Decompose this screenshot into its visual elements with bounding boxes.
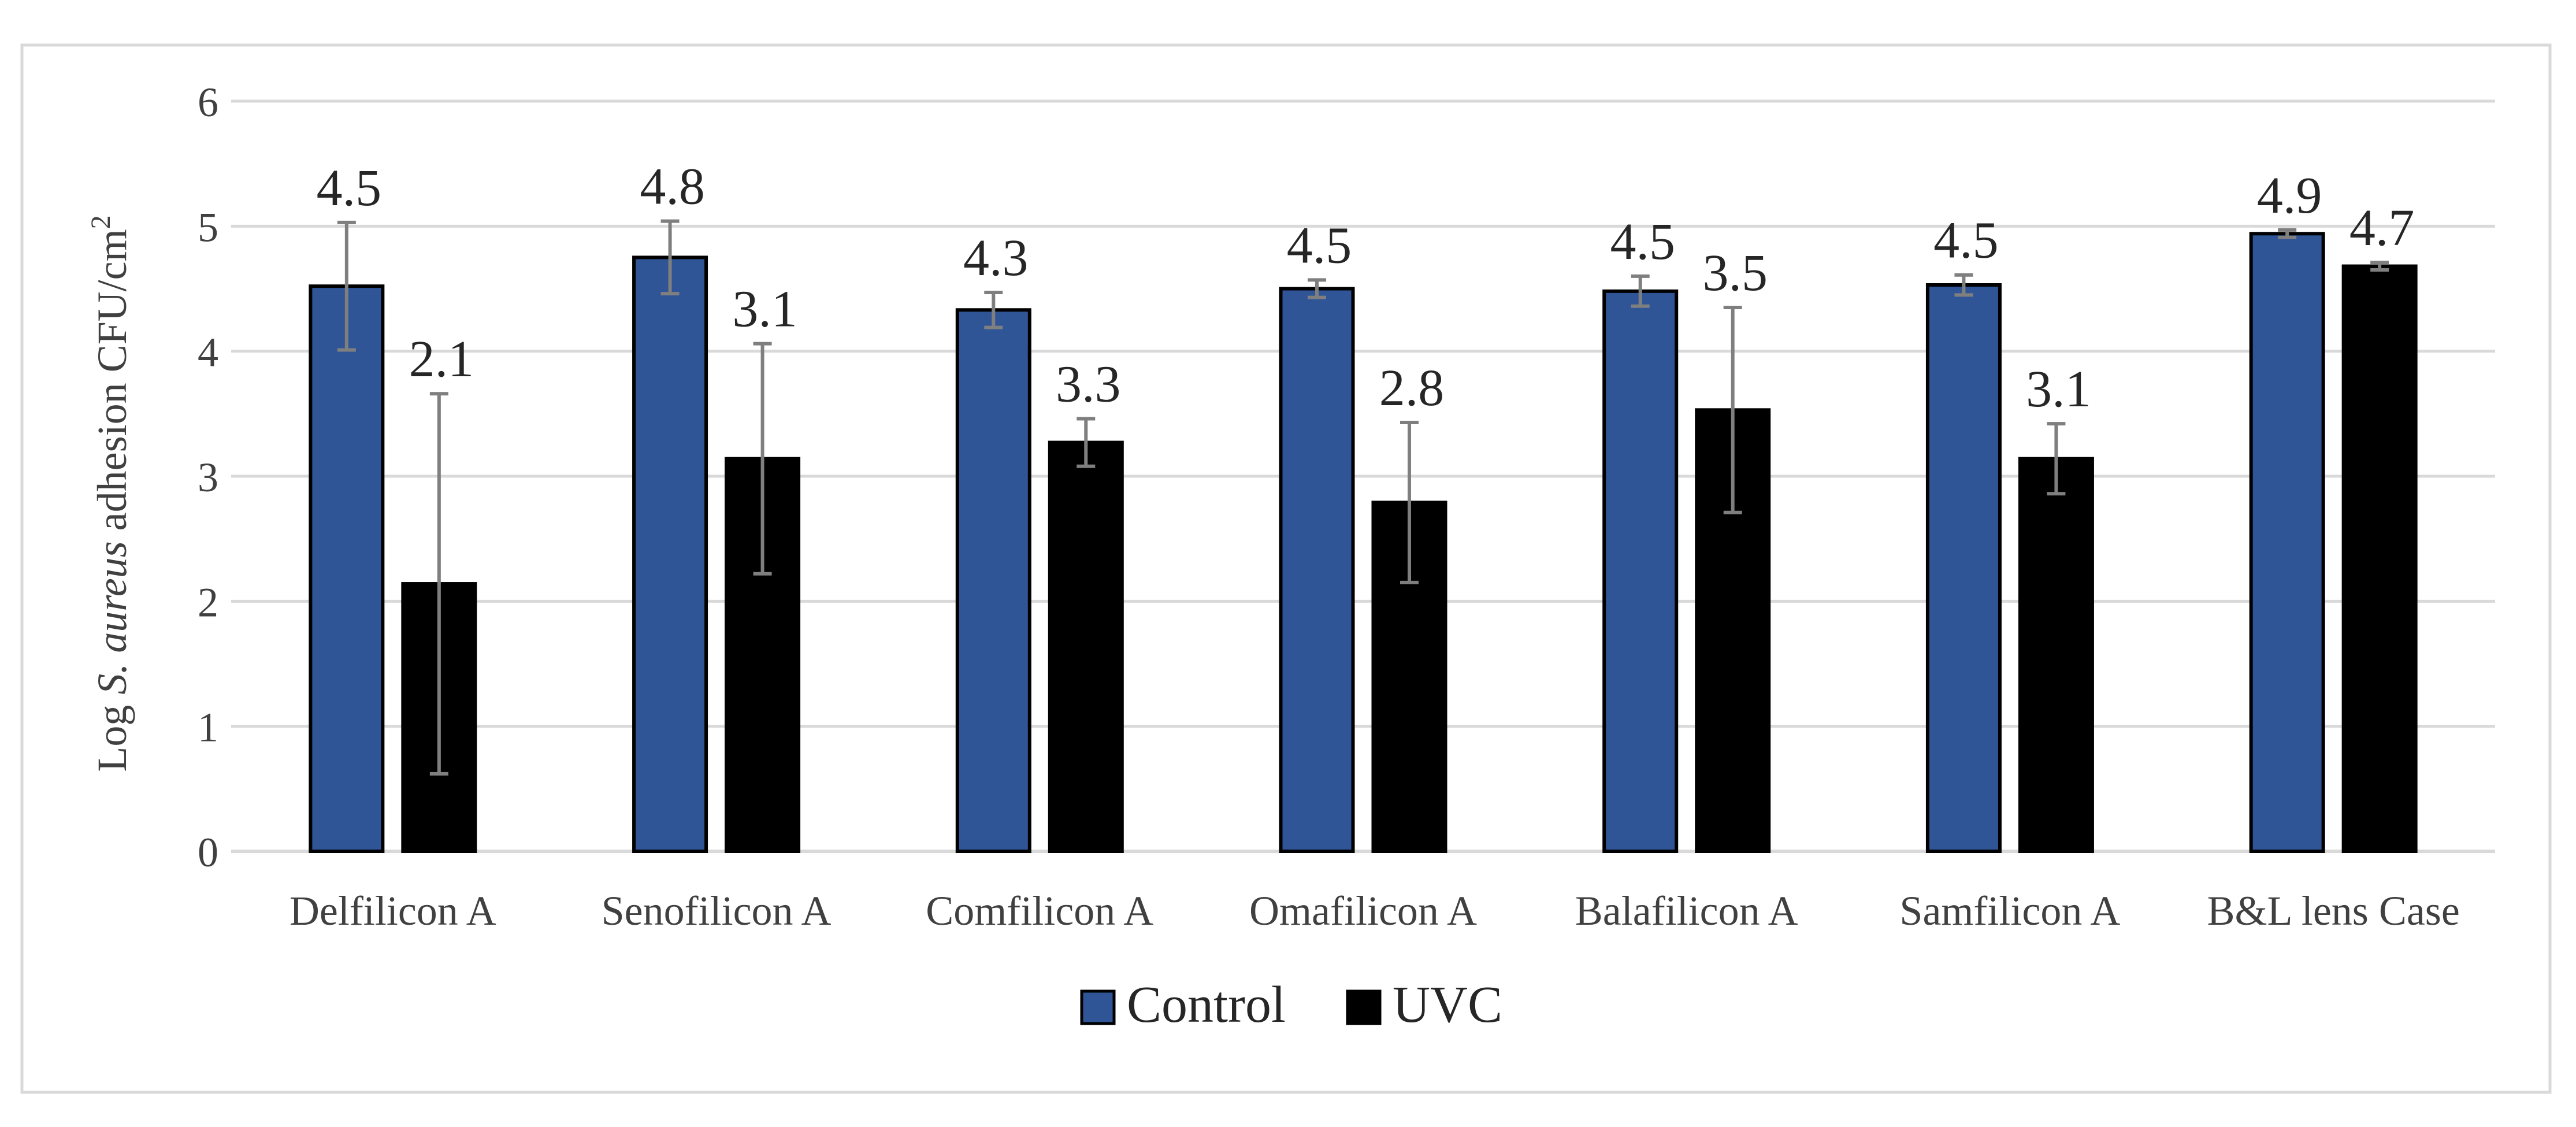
x-category-label: Balafilicon A [1575,888,1798,934]
legend-swatch-uvc [1348,991,1380,1024]
data-label-uvc-4: 3.5 [1702,244,1768,302]
chart-container: 4.5 2.1 4.8 3.1 4.3 3.3 4.5 2.8 4.5 3.5 4.5 3.1 4.9 4… [0,0,2576,1124]
y-tick-label: 1 [198,705,218,751]
data-label-uvc-2: 3.3 [1056,355,1121,413]
gridlines [231,101,2495,851]
y-tick-label: 4 [198,329,218,376]
data-label-uvc-6: 4.7 [2349,199,2415,257]
x-category-label: Senofilicon A [602,888,832,934]
bar-control-0 [310,286,383,851]
data-label-control-1: 4.8 [640,158,705,216]
bars [310,233,2415,851]
legend-swatch-control [1082,991,1114,1024]
bar-control-5 [1928,285,2000,851]
data-label-control-5: 4.5 [1933,212,1999,269]
legend-label-uvc: UVC [1393,976,1502,1033]
y-tick-label: 6 [198,79,218,125]
y-axis-title-group: Log S. aureus adhesion CFU/cm2 [86,215,135,772]
data-label-uvc-5: 3.1 [2026,361,2091,418]
data-label-uvc-0: 2.1 [409,331,474,388]
y-tick-label: 5 [198,204,218,250]
data-label-control-3: 4.5 [1287,217,1352,274]
data-label-control-2: 4.3 [963,229,1029,287]
bar-control-1 [634,257,706,851]
data-label-uvc-3: 2.8 [1379,359,1445,417]
x-category-label: Comfilicon A [926,888,1153,934]
x-axis-categories: Delfilicon A Senofilicon A Comfilicon A Oma… [289,888,2460,934]
y-axis-title-superscript: 2 [86,215,116,229]
y-tick-label: 2 [198,579,218,625]
legend-label-control: Control [1127,976,1286,1033]
y-axis-title-species: S. aureus [89,541,135,694]
x-category-label: Delfilicon A [289,888,496,934]
data-label-control-0: 4.5 [317,160,382,217]
y-tick-label: 3 [198,454,218,501]
y-tick-label: 0 [198,829,218,876]
bar-uvc-5 [2020,459,2092,851]
data-labels: 4.5 2.1 4.8 3.1 4.3 3.3 4.5 2.8 4.5 3.5 4.5 3.1 4.9 4… [317,158,2415,418]
bar-uvc-2 [1050,443,1122,851]
bar-control-2 [957,310,1030,851]
y-axis-title-prefix: Log [89,695,135,772]
y-axis-ticks: 0 1 2 3 4 5 6 [198,79,218,876]
bar-control-3 [1281,289,1353,852]
bar-uvc-6 [2344,266,2416,851]
bar-chart: 4.5 2.1 4.8 3.1 4.3 3.3 4.5 2.8 4.5 3.5 4.5 3.1 4.9 4… [0,0,2576,1124]
data-label-control-4: 4.5 [1610,213,1675,270]
bar-control-6 [2251,233,2323,851]
data-label-uvc-1: 3.1 [732,281,797,338]
bar-control-4 [1604,291,1676,851]
y-axis-title-suffix: adhesion CFU/cm [89,229,135,541]
x-category-label: B&L lens Case [2207,888,2460,934]
legend: Control UVC [1082,976,1502,1033]
y-axis-title: Log S. aureus adhesion CFU/cm2 [86,215,135,772]
x-category-label: Omafilicon A [1249,888,1477,934]
data-label-control-6: 4.9 [2257,167,2322,224]
x-category-label: Samfilicon A [1899,888,2120,934]
